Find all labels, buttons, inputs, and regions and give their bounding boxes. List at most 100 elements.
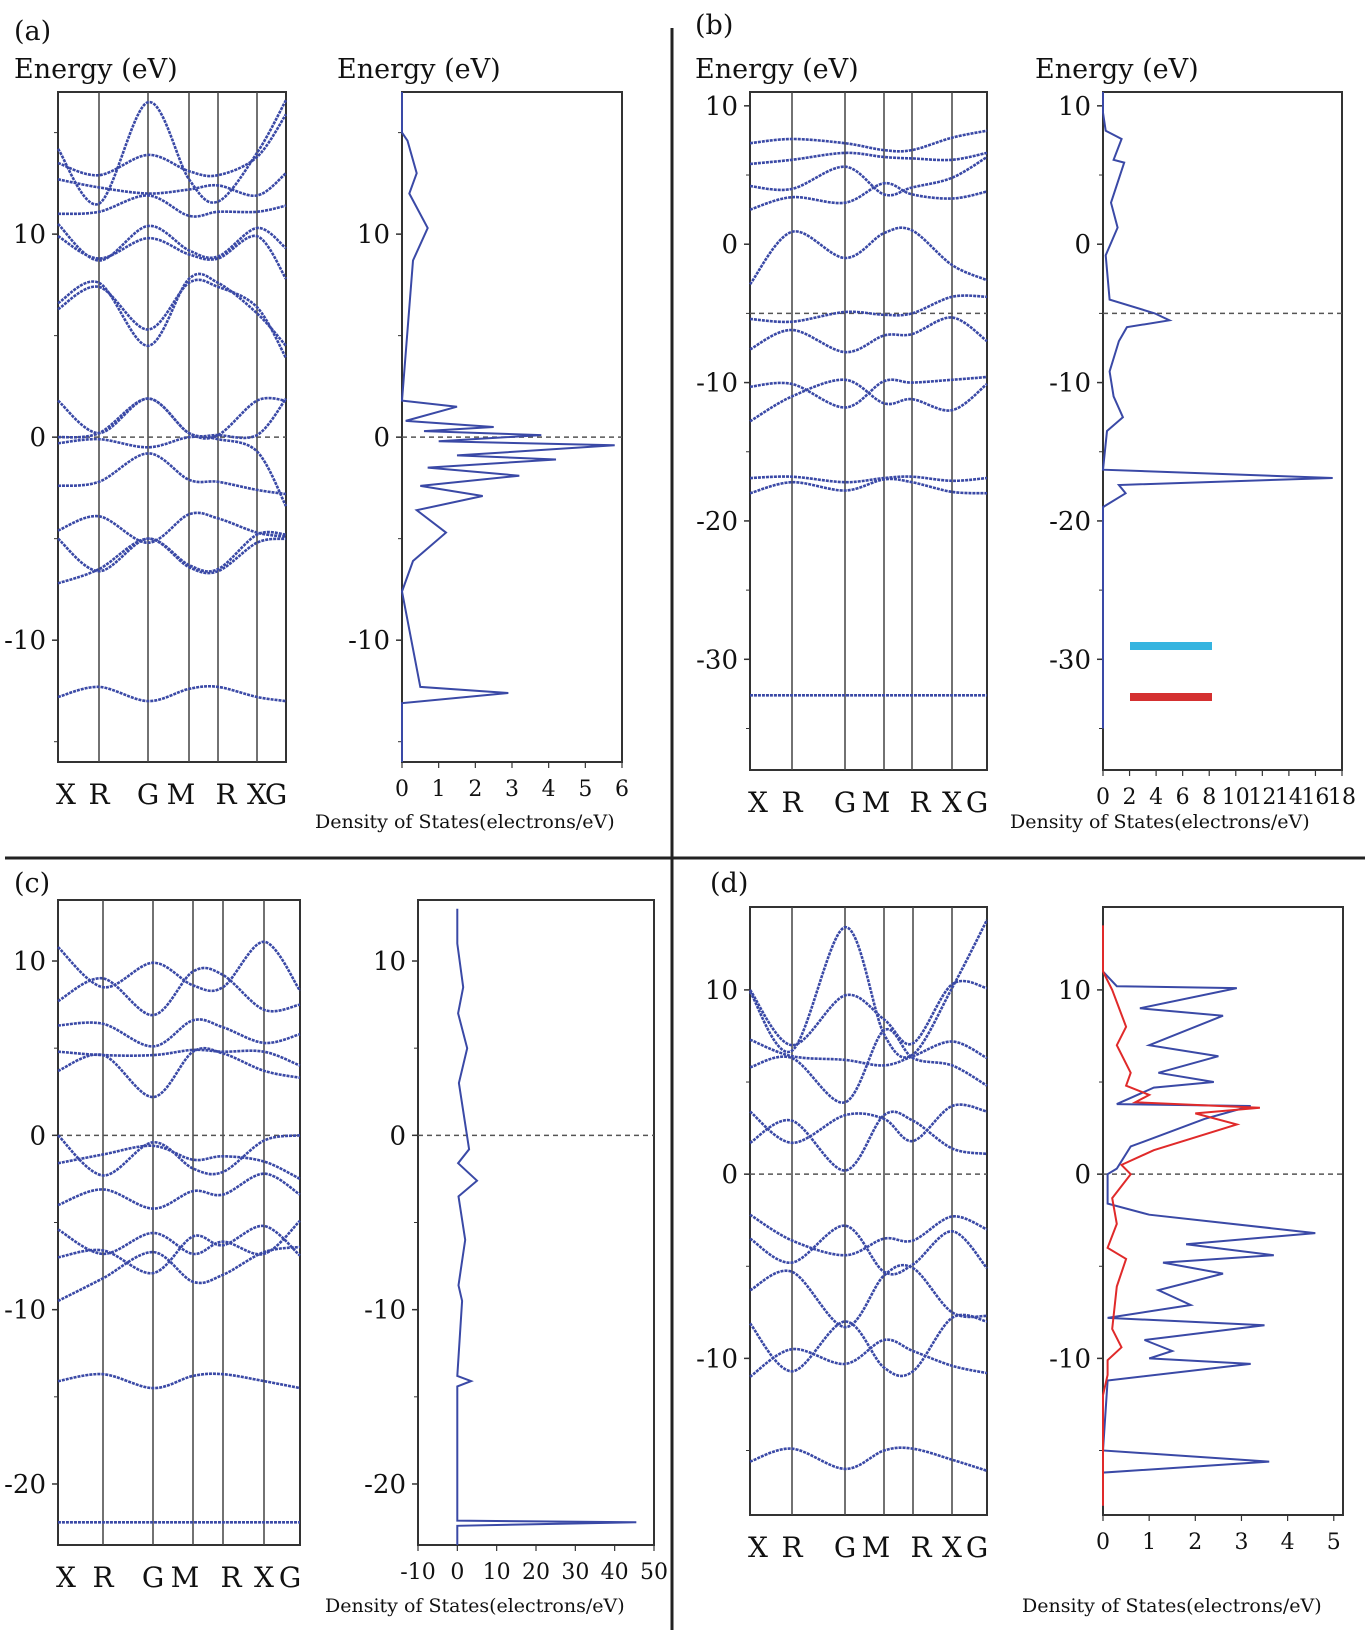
d-bands-kpoint-label: R	[910, 1531, 932, 1564]
a-dos-dos-curve-0	[400, 92, 615, 762]
a-bands-kpoint-label: M	[167, 778, 196, 811]
a-bands-band-8	[57, 278, 288, 359]
a-dos-xtick-label: 5	[578, 777, 592, 802]
a-bands-kpoint-label: G	[265, 778, 287, 811]
d-bands-kpoint-label: M	[862, 1531, 891, 1564]
d-bands-kpoint-label: X	[942, 1531, 962, 1564]
b-bands-ytick-label: -10	[696, 369, 738, 399]
b-dos-ytick-label: -30	[1049, 645, 1091, 675]
c-bands-band-7	[57, 1048, 301, 1067]
c-bands-kpoint-label: R	[92, 1561, 114, 1594]
b-dos-xtick-label: 14	[1275, 785, 1303, 810]
b-dos-ytick-label: 10	[1058, 92, 1091, 122]
b-bands-band-0	[749, 477, 988, 495]
c-dos-xtick-label: 30	[561, 1560, 589, 1585]
d-bands-ytick-label: 10	[705, 976, 738, 1006]
d-bands-band-10	[748, 979, 988, 1047]
c-dos-xtick-label: 20	[522, 1560, 550, 1585]
d-bands-band-7	[749, 1027, 988, 1104]
d-bands-kpoint-label: R	[781, 1531, 803, 1564]
b-dos-xtick-label: 8	[1202, 785, 1216, 810]
b-dos-xtick-label: 16	[1301, 785, 1329, 810]
b-bands-ytick-label: 10	[705, 92, 738, 122]
c-bands-band-5	[57, 1134, 301, 1177]
c-bands-band-1	[57, 1224, 301, 1275]
d-dos-ytick-label: -10	[1049, 1344, 1091, 1374]
c-bands-ytick-label: 10	[13, 947, 46, 977]
a-dos-xtick-label: 0	[395, 777, 409, 802]
b-bands-kpoint-label: G	[834, 786, 856, 819]
b-bands-band-3	[749, 375, 988, 409]
panel-label-b: (b)	[695, 10, 733, 41]
c-bands-band-3	[57, 1172, 301, 1210]
d-dos-xtick-label: 3	[1234, 1530, 1248, 1555]
b-bands-band-10	[749, 129, 988, 153]
panel-label-d: (d)	[710, 868, 748, 899]
b-dos-dos-curve-0	[1101, 92, 1333, 729]
c-dos-xtick-label: 10	[483, 1560, 511, 1585]
a-bands-band-15	[57, 684, 287, 703]
d-bands-ytick-label: -10	[696, 1344, 738, 1374]
a-bands-kpoint-label: R	[88, 778, 110, 811]
a-bands-band-9	[57, 234, 288, 280]
b-dos-ytick-label: -10	[1049, 369, 1091, 399]
dos-axis-title-c: Density of States(electrons/eV)	[325, 1595, 625, 1617]
a-bands-band-7	[57, 272, 287, 348]
d-bands-band-4	[749, 1213, 988, 1257]
d-dos-ytick-label: 10	[1058, 976, 1091, 1006]
a-bands-kpoint-label: X	[56, 778, 76, 811]
a-bands-ytick-label: -10	[4, 626, 46, 656]
c-bands-kpoint-label: M	[171, 1561, 200, 1594]
a-bands-ytick-label: 10	[13, 220, 46, 250]
d-bands-band-9	[748, 919, 989, 1059]
c-dos-dos-curve-0	[456, 908, 637, 1545]
b-dos-xtick-label: 10	[1222, 785, 1250, 810]
a-dos-ytick-label: 0	[373, 423, 390, 453]
d-bands-band-5	[749, 1110, 988, 1172]
d-bands-kpoint-label: G	[966, 1531, 988, 1564]
d-bands-ytick-label: 0	[721, 1160, 738, 1190]
b-bands-ytick-label: 0	[721, 230, 738, 260]
a-bands-band-10	[57, 223, 287, 262]
b-dos-xtick-label: 12	[1248, 785, 1276, 810]
a-bands-kpoint-label: G	[137, 778, 159, 811]
d-dos-xtick-label: 2	[1188, 1530, 1202, 1555]
dos-axis-title-b: Density of States(electrons/eV)	[1010, 811, 1310, 833]
c-bands-band-10	[57, 940, 302, 993]
b-bands-kpoint-label: X	[942, 786, 962, 819]
a-dos-ytick-label: -10	[348, 626, 390, 656]
b-bands-band-1	[749, 475, 988, 484]
d-dos-dos-curve-0	[1101, 943, 1316, 1506]
b-bands-band-8	[749, 155, 988, 197]
a-bands-band-3	[57, 452, 287, 496]
c-bands-kpoint-label: G	[142, 1561, 164, 1594]
b-dos-ytick-label: -20	[1049, 507, 1091, 537]
b-bands-band-2	[749, 378, 988, 423]
a-bands-frame	[57, 91, 287, 763]
a-bands-band-13	[56, 99, 288, 206]
b-bands-frame	[749, 91, 988, 771]
c-bands-band-2	[57, 1219, 301, 1256]
a-bands-band-11	[57, 194, 287, 218]
c-bands-band-0	[57, 1245, 301, 1303]
c-dos-xtick-label: -10	[400, 1560, 435, 1585]
d-dos-xtick-label: 1	[1142, 1530, 1156, 1555]
b-bands-kpoint-label: R	[909, 786, 931, 819]
a-bands-band-4	[57, 435, 288, 507]
d-dos-xtick-label: 4	[1281, 1530, 1295, 1555]
c-dos-xtick-label: 50	[640, 1560, 668, 1585]
d-bands-band-0	[749, 1338, 988, 1378]
b-bands-band-6	[748, 226, 988, 286]
b-bands-ytick-label: -30	[696, 645, 738, 675]
b-dos-frame	[1102, 91, 1343, 771]
a-bands-kpoint-label: X	[247, 778, 267, 811]
a-dos-ytick-label: 10	[357, 220, 390, 250]
c-dos-xtick-label: 40	[601, 1560, 629, 1585]
a-bands-band-1	[57, 530, 287, 573]
b-bands-kpoint-label: G	[966, 786, 988, 819]
c-bands-kpoint-label: R	[220, 1561, 242, 1594]
d-bands-band-11	[749, 1446, 988, 1473]
c-dos-xtick-label: 0	[450, 1560, 464, 1585]
